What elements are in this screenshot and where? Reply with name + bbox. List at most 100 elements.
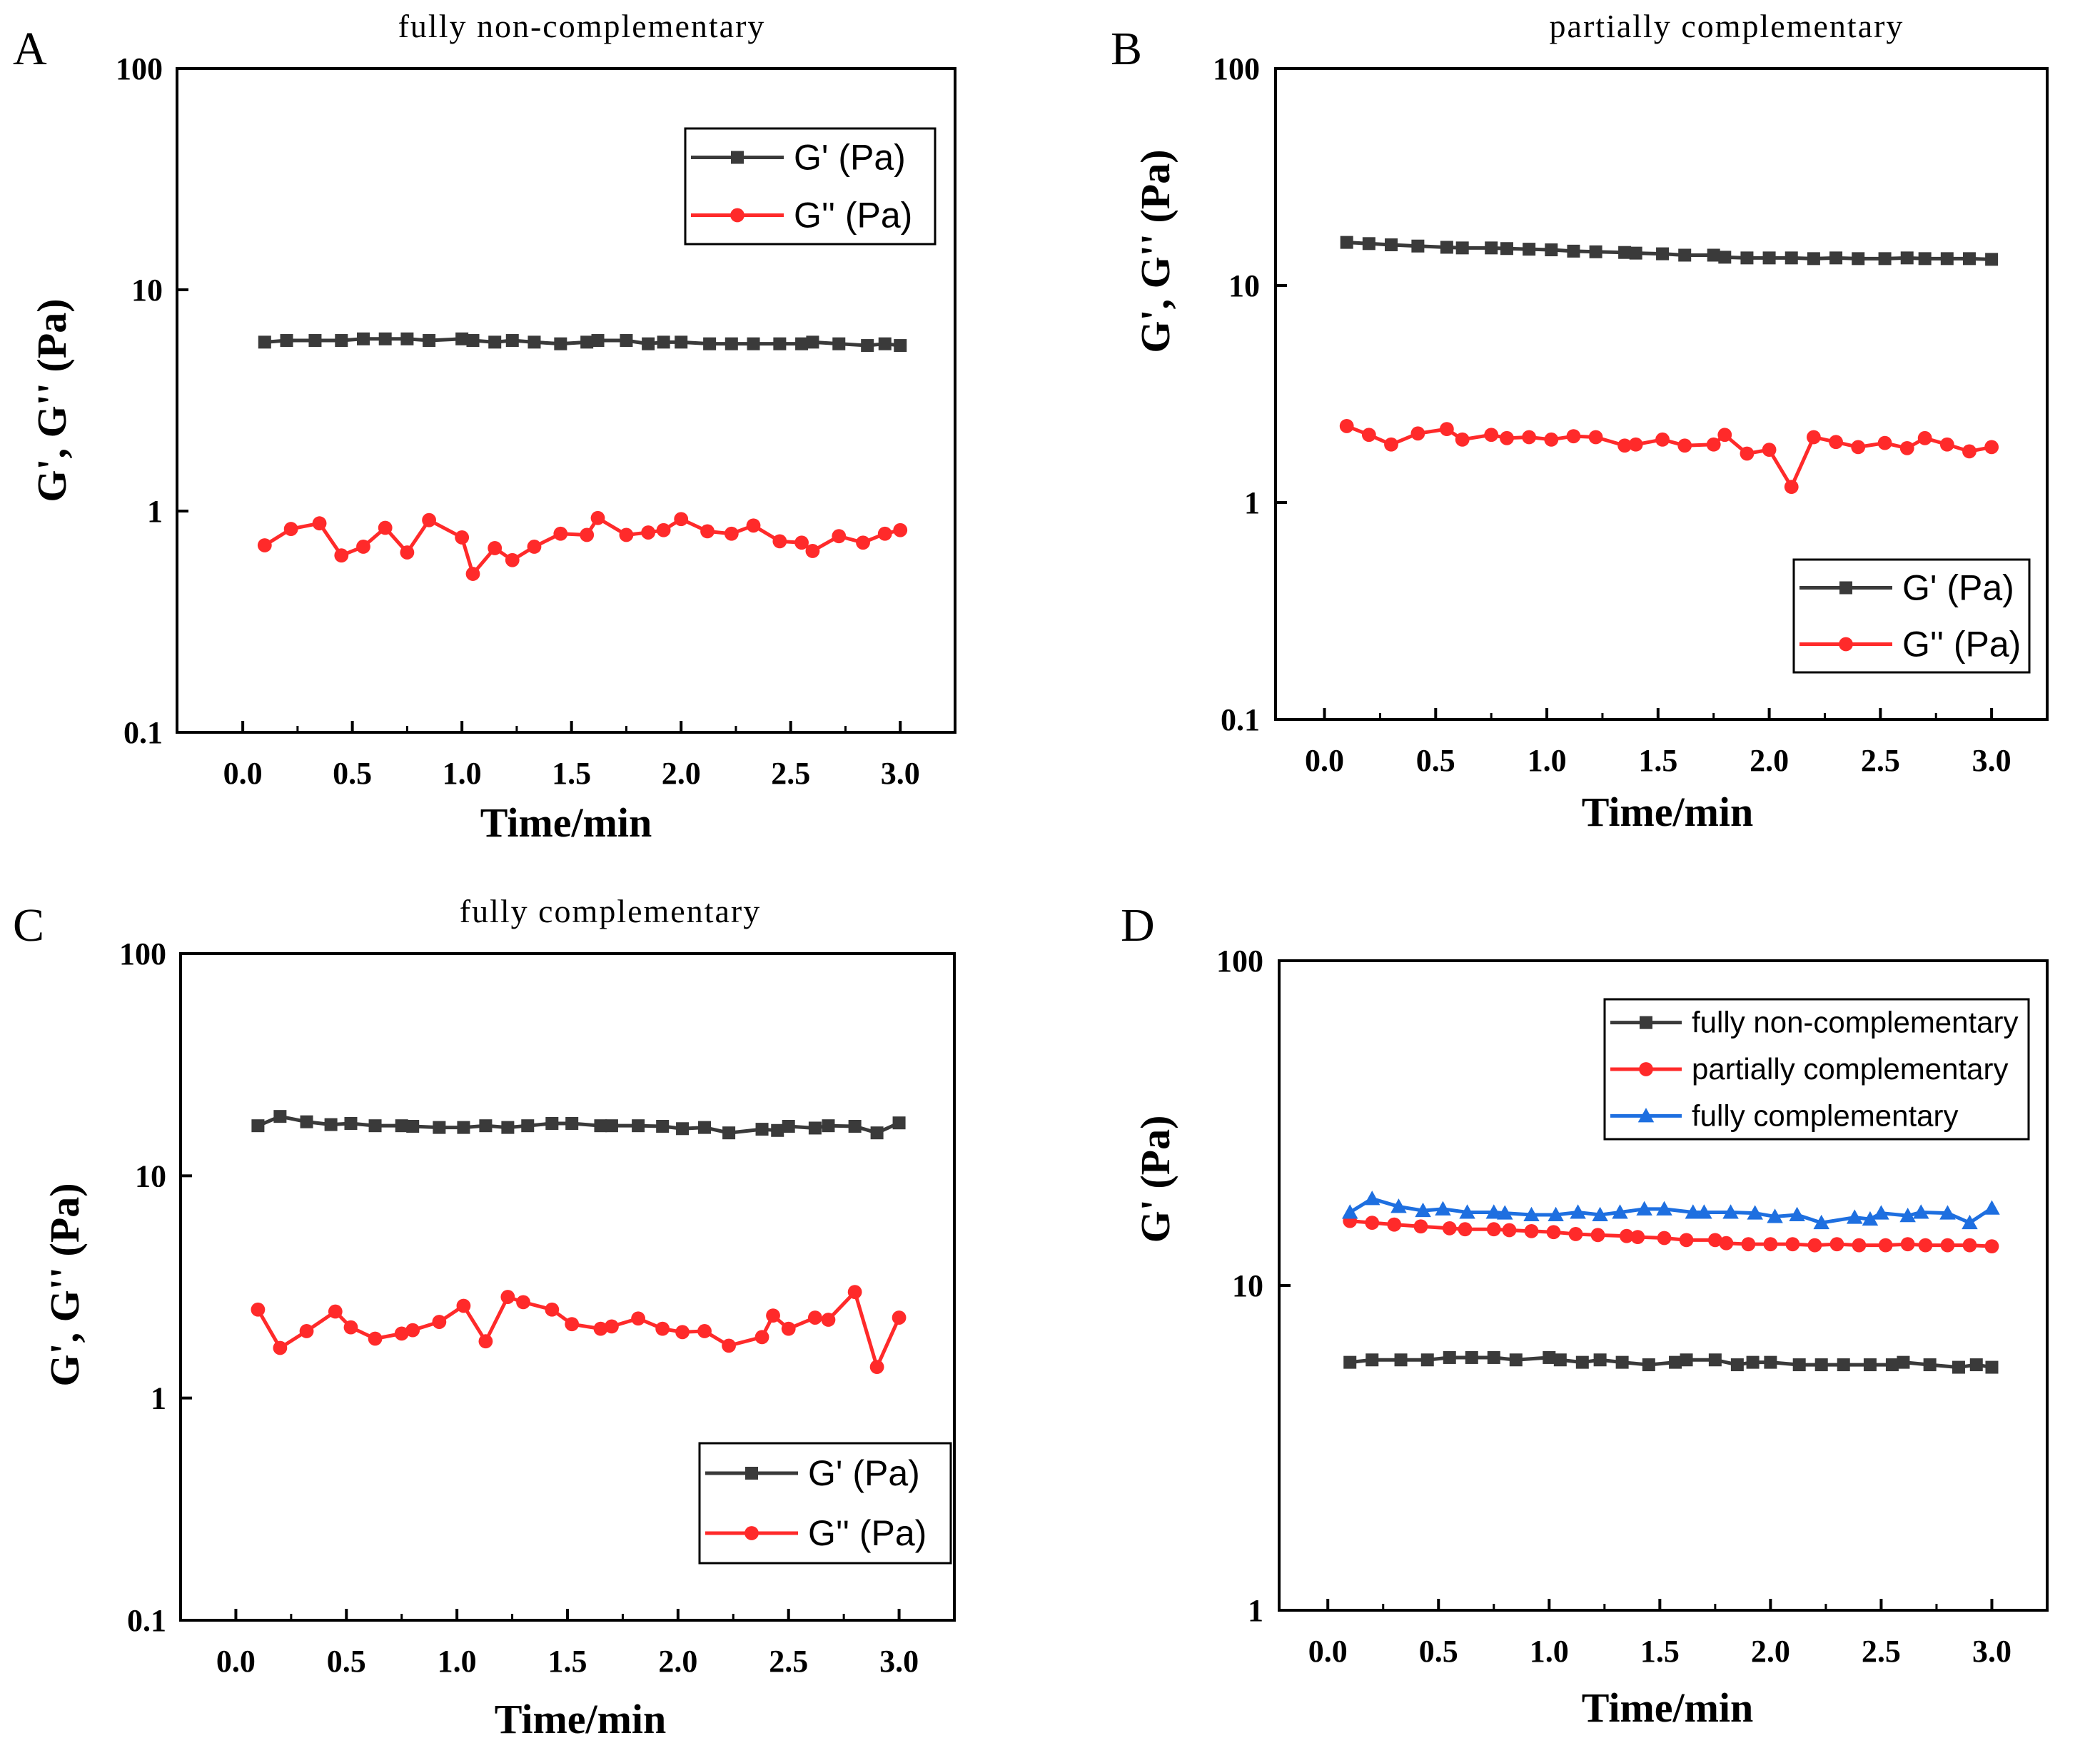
y-tick-label: 1	[147, 494, 163, 529]
data-point	[257, 538, 272, 552]
data-point	[1852, 1238, 1867, 1253]
data-point	[1940, 252, 1954, 266]
legend-label: G' (Pa)	[794, 138, 906, 178]
series-2	[1341, 1191, 2000, 1230]
x-axis-title: Time/min	[1582, 789, 1754, 835]
data-point	[1365, 1216, 1380, 1231]
legend-entry: G'' (Pa)	[705, 1513, 927, 1553]
data-point	[1442, 1221, 1457, 1236]
data-point	[722, 1126, 736, 1140]
y-tick-label: 0.1	[123, 715, 163, 750]
y-tick-label: 100	[119, 936, 166, 971]
panel-letter: D	[1121, 899, 1155, 951]
data-point	[1762, 251, 1776, 265]
data-point	[501, 1121, 515, 1134]
y-tick-label: 0.1	[127, 1603, 166, 1638]
data-point	[1630, 1230, 1645, 1245]
data-point	[368, 1119, 382, 1133]
data-point	[1740, 251, 1754, 265]
data-point	[335, 334, 348, 348]
legend-label: G'' (Pa)	[794, 196, 912, 236]
y-tick-label: 100	[116, 51, 163, 86]
legend-entry: G' (Pa)	[1799, 568, 2014, 608]
data-point	[1593, 1353, 1607, 1367]
data-point	[832, 529, 847, 544]
data-point	[847, 1285, 862, 1300]
panel-d: D 0.0 0.5 1.0 1.5 2.0 2.5 3.0 1 10 100 Time/min G' (…	[1121, 899, 2049, 1731]
data-point	[631, 1311, 646, 1326]
data-point	[1363, 1191, 1380, 1206]
data-point	[488, 541, 503, 555]
data-point	[1500, 242, 1513, 256]
data-point	[1707, 1233, 1722, 1248]
data-point	[1500, 430, 1514, 445]
data-point	[1485, 1204, 1503, 1219]
data-point	[1962, 444, 1977, 459]
data-point	[1717, 428, 1732, 443]
data-point	[478, 1334, 493, 1349]
data-point	[892, 1116, 906, 1130]
data-point	[1807, 252, 1820, 266]
series-1	[251, 1285, 907, 1375]
data-point	[1851, 440, 1866, 455]
data-point	[1813, 1214, 1829, 1230]
data-point	[545, 1117, 559, 1131]
data-point	[580, 335, 594, 349]
data-point	[488, 335, 502, 349]
x-axis-title: Time/min	[1582, 1684, 1754, 1731]
x-tick-label: 1.5	[1638, 743, 1677, 778]
data-point	[1343, 1355, 1357, 1369]
data-point	[328, 1304, 343, 1319]
series-1	[257, 510, 908, 581]
data-point	[1984, 1239, 1999, 1254]
data-point	[521, 1119, 535, 1133]
data-point	[1862, 1211, 1879, 1226]
x-tick-label: 0.0	[1308, 1634, 1348, 1669]
data-point	[1544, 432, 1559, 447]
data-point	[877, 526, 892, 541]
data-point	[1785, 251, 1798, 265]
data-point	[1589, 245, 1602, 258]
data-point	[1789, 1206, 1805, 1222]
data-point	[703, 337, 717, 350]
data-point	[505, 334, 519, 348]
data-point	[1384, 238, 1398, 251]
data-point	[1435, 1201, 1451, 1216]
series-0	[258, 332, 907, 353]
chart-title: partially complementary	[1550, 8, 1904, 44]
data-point	[432, 1315, 447, 1329]
data-point	[1718, 251, 1732, 264]
x-tick-label: 0.5	[327, 1644, 366, 1679]
data-point	[1617, 438, 1632, 453]
data-point	[1706, 437, 1721, 452]
data-point	[1900, 251, 1914, 265]
data-point	[466, 334, 480, 348]
x-tick-label: 0.5	[333, 756, 372, 791]
x-tick-label: 1.0	[438, 1644, 477, 1679]
data-point	[807, 1310, 822, 1325]
data-point	[1722, 1204, 1739, 1219]
x-tick-label: 2.5	[1862, 1634, 1901, 1669]
legend-label: G' (Pa)	[808, 1453, 920, 1493]
x-tick-label: 2.0	[1750, 743, 1789, 778]
data-point	[724, 526, 739, 541]
data-point	[344, 1117, 358, 1131]
y-tick-label: 1	[1248, 1593, 1263, 1628]
data-point	[1863, 1358, 1877, 1372]
data-point	[1636, 1201, 1652, 1216]
data-point	[479, 1119, 493, 1133]
x-tick-label: 3.0	[879, 1644, 919, 1679]
data-point	[1628, 437, 1643, 452]
data-point	[1696, 1204, 1712, 1219]
data-point	[766, 1308, 780, 1323]
data-point	[251, 1302, 266, 1317]
data-point	[1615, 1355, 1629, 1369]
x-tick-label: 2.0	[662, 756, 701, 791]
data-point	[1455, 432, 1470, 447]
data-point	[394, 1326, 409, 1341]
data-point	[821, 1313, 836, 1327]
x-tick-label: 2.5	[771, 756, 810, 791]
